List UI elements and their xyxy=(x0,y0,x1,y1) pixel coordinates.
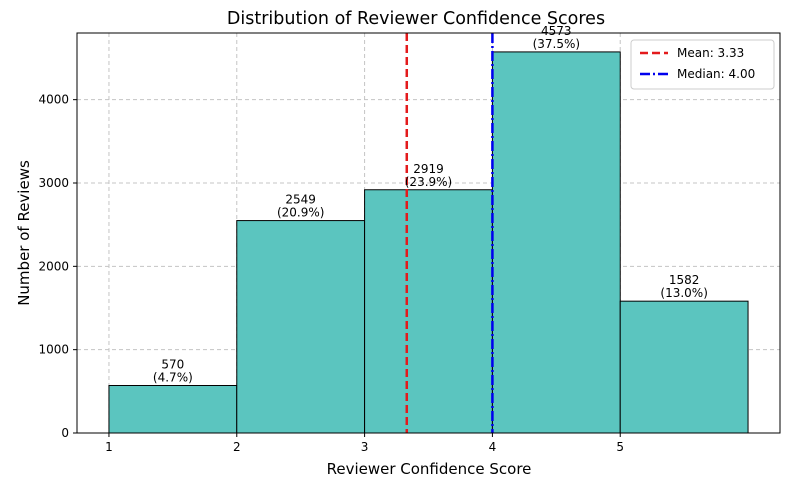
bars xyxy=(108,51,749,434)
legend: Mean: 3.33 Median: 4.00 xyxy=(630,39,775,90)
x-tick-label: 4 xyxy=(489,440,497,454)
legend-label-mean: Mean: 3.33 xyxy=(677,46,744,60)
bar-percent-label: (23.9%) xyxy=(405,175,452,189)
plot-frame xyxy=(76,32,781,434)
y-tick-label: 4000 xyxy=(38,93,69,107)
x-tick-label: 3 xyxy=(361,440,369,454)
bar-count-label: 1582 xyxy=(669,273,700,287)
y-tick-label: 2000 xyxy=(38,259,69,273)
y-tick-label: 1000 xyxy=(38,343,69,357)
y-axis-ticks: 0 1000 2000 3000 4000 xyxy=(38,93,77,440)
histogram-bar xyxy=(364,189,493,434)
bar-count-label: 4573 xyxy=(541,24,572,38)
histogram-bar xyxy=(108,385,238,434)
bar-count-label: 2919 xyxy=(413,162,444,176)
histogram-bar xyxy=(236,220,366,434)
reference-lines xyxy=(405,33,494,433)
histogram-bar xyxy=(619,300,749,434)
chart-title: Distribution of Reviewer Confidence Scor… xyxy=(227,9,605,29)
histogram-bar xyxy=(491,51,621,434)
x-axis-ticks: 1 2 3 4 5 xyxy=(105,433,624,454)
bar-count-label: 2549 xyxy=(285,193,316,207)
x-tick-label: 2 xyxy=(233,440,241,454)
bar-percent-label: (13.0%) xyxy=(660,286,707,300)
bar-percent-label: (20.9%) xyxy=(277,206,324,220)
y-tick-label: 0 xyxy=(61,426,69,440)
x-tick-label: 5 xyxy=(616,440,624,454)
legend-label-median: Median: 4.00 xyxy=(677,67,755,81)
data-labels: 570(4.7%) 2549(20.9%) 2919(23.9%) 4573(37.5… xyxy=(153,24,708,385)
bar-percent-label: (4.7%) xyxy=(153,371,193,385)
x-axis-label: Reviewer Confidence Score xyxy=(327,460,532,478)
y-axis-label: Number of Reviews xyxy=(15,160,33,306)
bar-percent-label: (37.5%) xyxy=(533,37,580,51)
x-tick-label: 1 xyxy=(105,440,113,454)
y-tick-label: 3000 xyxy=(38,176,69,190)
bar-count-label: 570 xyxy=(161,358,184,372)
